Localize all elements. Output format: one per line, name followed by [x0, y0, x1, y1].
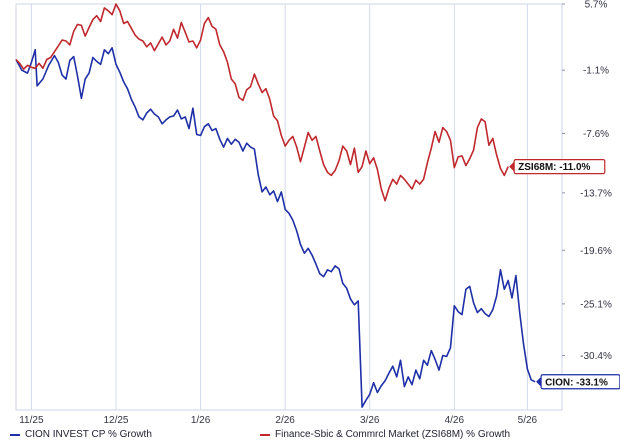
- plot-border: [15, 3, 563, 411]
- end-labels: CION: -33.1% ZSI68M: -11.0%: [509, 158, 620, 390]
- x-tick-label: 1/26: [191, 415, 211, 426]
- y-tick-label: -7.6%: [583, 129, 609, 140]
- y-tick-label: -30.4%: [580, 351, 612, 362]
- legend-label-cion: CION INVEST CP % Growth: [25, 429, 152, 440]
- legend-swatch-zsi68m: [260, 433, 270, 436]
- callout-label-0: CION: -33.1%: [545, 377, 608, 388]
- y-tick-label: -19.6%: [580, 246, 612, 257]
- x-tick-label: 4/26: [445, 415, 465, 426]
- legend-item-cion: CION INVEST CP % Growth: [10, 429, 152, 440]
- y-axis: 5.7% -1.1% -7.6% -13.7% -19.6% -25.1% -30.4%: [562, 0, 612, 362]
- x-axis: 11/25 12/25 1/26 2/26 3/26 4/26 5/26: [19, 415, 537, 426]
- x-tick-label: 12/25: [103, 415, 128, 426]
- legend-item-zsi68m: Finance-Sbic & Commrcl Market (ZSI68M) %…: [260, 429, 510, 440]
- callout-label-1: ZSI68M: -11.0%: [518, 162, 590, 173]
- callout-pointer-1: [509, 161, 515, 172]
- legend-label-zsi68m: Finance-Sbic & Commrcl Market (ZSI68M) %…: [275, 429, 511, 440]
- x-tick-label: 3/26: [360, 415, 380, 426]
- y-tick-label: -25.1%: [580, 299, 612, 310]
- y-tick-label: -13.7%: [580, 188, 612, 199]
- series-layer: [15, 3, 536, 408]
- x-tick-label: 2/26: [275, 415, 295, 426]
- legend-swatch-cion: [10, 433, 20, 436]
- series-line-1: [15, 3, 509, 202]
- legend: CION INVEST CP % Growth Finance-Sbic & C…: [4, 429, 616, 445]
- series-line-0: [15, 46, 536, 408]
- callout-box-1: [513, 158, 606, 175]
- x-tick-label: 11/25: [19, 415, 44, 426]
- y-tick-label: -1.1%: [583, 66, 609, 77]
- grid-lines: [15, 3, 563, 411]
- callout-pointer-0: [536, 376, 542, 387]
- y-tick-label: 5.7%: [585, 0, 608, 11]
- x-tick-label: 5/26: [518, 415, 538, 426]
